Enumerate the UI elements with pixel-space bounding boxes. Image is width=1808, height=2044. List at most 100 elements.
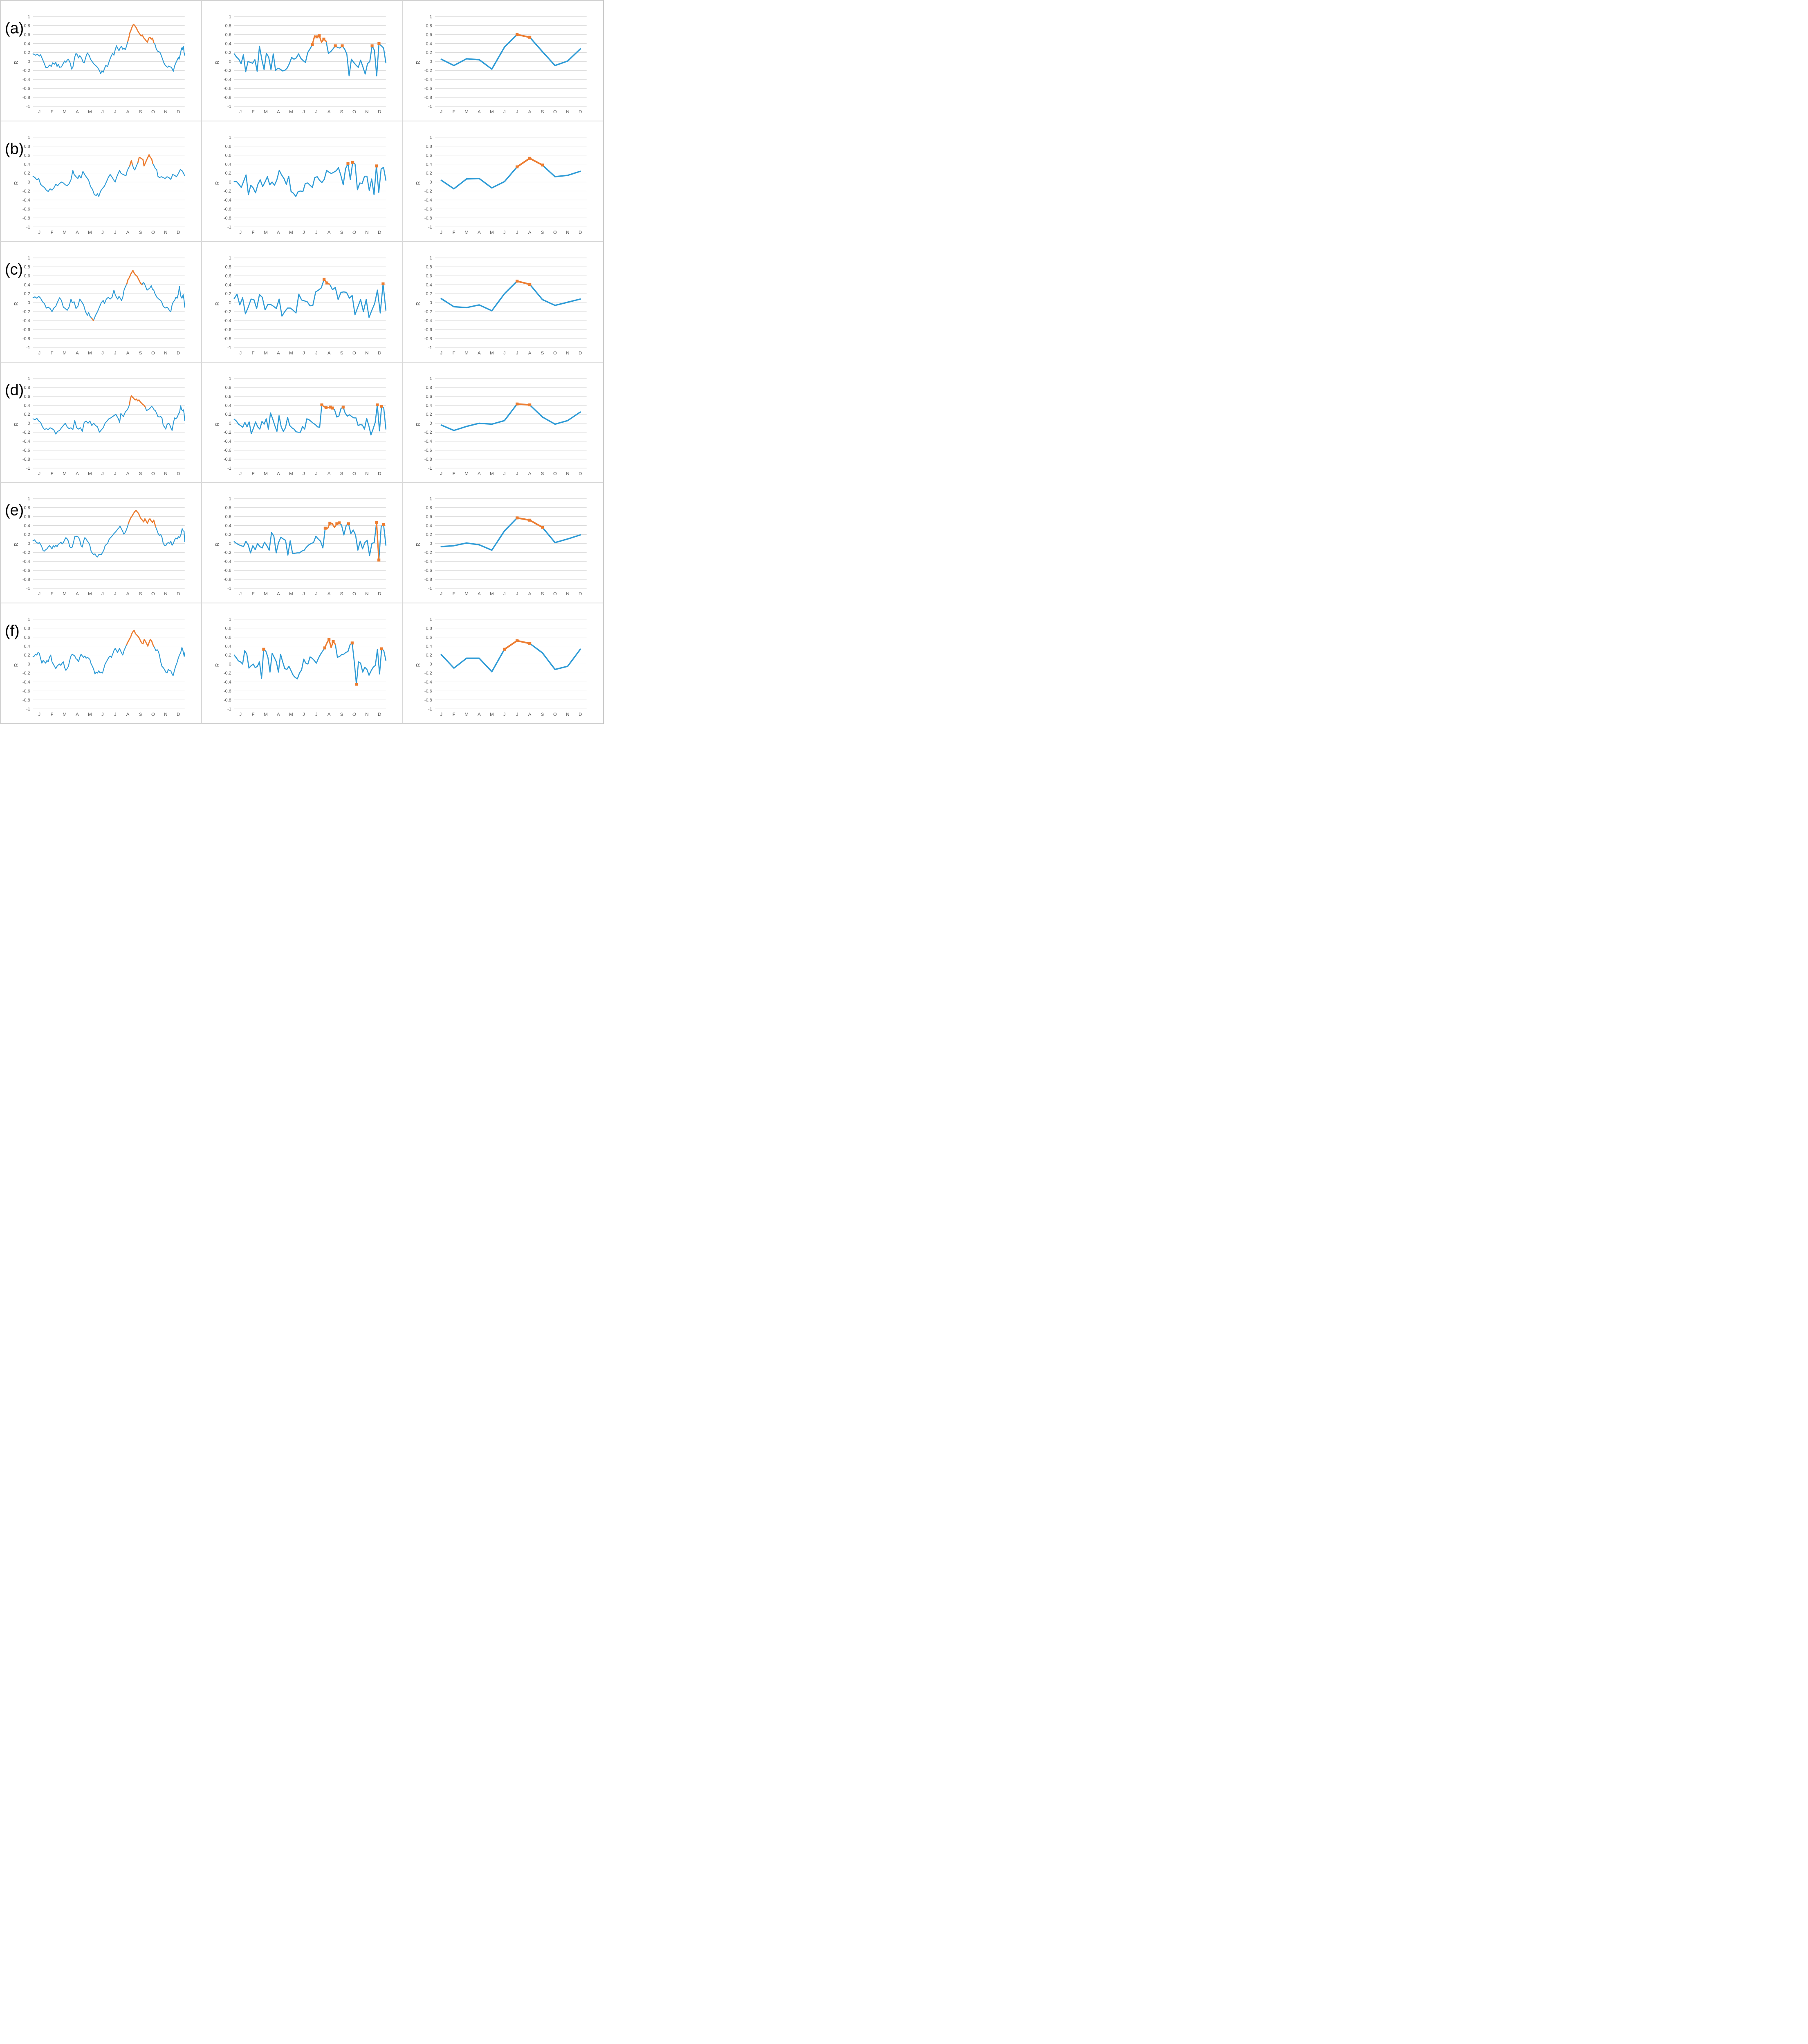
x-tick-label: J bbox=[239, 110, 242, 114]
y-tick-label: -0.6 bbox=[224, 327, 231, 332]
chart-panel-f-daily: 1 0.8 0.6 0.4 0.2 0 -0.2 -0.4 -0.6 -0.8 -1 J F M A M J J A… bbox=[0, 603, 202, 724]
x-tick-label: D bbox=[177, 351, 180, 356]
y-tick-label: -0.4 bbox=[22, 559, 30, 564]
y-tick-label: 0.6 bbox=[225, 273, 231, 278]
y-tick-label: 0.2 bbox=[24, 653, 30, 658]
chart-svg-d-weekly: 1 0.8 0.6 0.4 0.2 0 -0.2 -0.4 -0.6 -0.8 -1 J F M A M J J A… bbox=[215, 376, 386, 476]
x-tick-label: S bbox=[541, 351, 544, 356]
x-tick-label: D bbox=[579, 230, 582, 235]
y-tick-label: -1 bbox=[428, 586, 432, 591]
y-tick-label: 0.2 bbox=[426, 653, 432, 658]
y-tick-label: 1 bbox=[430, 617, 432, 622]
y-tick-label: 1 bbox=[229, 617, 231, 622]
chart-svg-e-monthly: 1 0.8 0.6 0.4 0.2 0 -0.2 -0.4 -0.6 -0.8 -1 J F M A M J J A… bbox=[415, 497, 587, 596]
y-tick-label: -0.8 bbox=[224, 457, 231, 462]
y-tick-label: -0.2 bbox=[224, 189, 231, 194]
x-tick-label: M bbox=[490, 230, 494, 235]
x-tick-label: M bbox=[63, 110, 67, 114]
y-axis-label: R bbox=[415, 422, 421, 426]
y-tick-label: 0.2 bbox=[24, 171, 30, 176]
y-tick-label: 1 bbox=[430, 497, 432, 502]
x-tick-label: A bbox=[528, 471, 532, 476]
y-tick-label: 1 bbox=[229, 376, 231, 381]
x-tick-label: N bbox=[365, 471, 368, 476]
x-tick-label: O bbox=[553, 712, 557, 717]
highlight-marker bbox=[528, 642, 532, 645]
x-tick-label: A bbox=[478, 351, 481, 356]
x-tick-label: N bbox=[365, 592, 368, 596]
y-tick-label: -0.6 bbox=[424, 207, 432, 212]
y-tick-label: 0.4 bbox=[225, 403, 231, 408]
chart-panel-c-weekly: 1 0.8 0.6 0.4 0.2 0 -0.2 -0.4 -0.6 -0.8 -1 J F M A M J J A… bbox=[201, 241, 403, 362]
x-tick-label: F bbox=[251, 712, 254, 717]
x-tick-label: F bbox=[51, 471, 54, 476]
x-tick-label: A bbox=[327, 592, 330, 596]
x-tick-label: M bbox=[63, 712, 67, 717]
y-tick-label: 0.2 bbox=[426, 171, 432, 176]
y-tick-label: -0.4 bbox=[424, 318, 432, 323]
y-axis-label: R bbox=[415, 61, 421, 64]
highlight-marker bbox=[382, 523, 385, 527]
x-tick-label: F bbox=[453, 592, 455, 596]
y-tick-label: -1 bbox=[227, 586, 231, 591]
highlight-segment bbox=[127, 23, 155, 43]
x-tick-label: M bbox=[490, 712, 494, 717]
x-tick-label: M bbox=[264, 230, 268, 235]
x-tick-label: M bbox=[264, 471, 268, 476]
y-tick-label: -0.6 bbox=[424, 327, 432, 332]
x-tick-label: A bbox=[327, 712, 330, 717]
x-tick-label: F bbox=[453, 110, 455, 114]
y-tick-label: -0.8 bbox=[224, 336, 231, 341]
x-tick-label: A bbox=[277, 712, 280, 717]
series-line-R bbox=[440, 517, 581, 551]
y-tick-label: -0.6 bbox=[424, 86, 432, 91]
x-tick-label: A bbox=[76, 351, 79, 356]
y-tick-label: -1 bbox=[428, 466, 432, 471]
x-tick-label: A bbox=[126, 712, 130, 717]
y-tick-label: 0.2 bbox=[24, 533, 30, 538]
x-tick-label: M bbox=[465, 230, 469, 235]
y-tick-label: 0.2 bbox=[426, 291, 432, 296]
y-tick-label: -1 bbox=[428, 104, 432, 109]
y-tick-label: -1 bbox=[26, 345, 30, 350]
y-tick-label: 1 bbox=[28, 497, 30, 502]
y-tick-label: 0.8 bbox=[24, 23, 30, 28]
x-tick-label: M bbox=[63, 471, 67, 476]
y-tick-label: -0.4 bbox=[224, 318, 231, 323]
x-tick-label: A bbox=[478, 712, 481, 717]
y-tick-label: 1 bbox=[229, 135, 231, 140]
y-tick-label: 0.6 bbox=[24, 515, 30, 520]
y-axis-label: R bbox=[13, 543, 19, 547]
highlight-marker bbox=[516, 516, 519, 520]
y-axis-label: R bbox=[415, 543, 421, 547]
x-tick-label: N bbox=[566, 712, 570, 717]
highlight-marker bbox=[375, 164, 378, 168]
y-tick-label: -1 bbox=[26, 466, 30, 471]
x-tick-label: F bbox=[453, 351, 455, 356]
x-tick-label: J bbox=[38, 592, 40, 596]
x-tick-label: A bbox=[528, 712, 532, 717]
highlight-marker bbox=[262, 648, 265, 651]
y-tick-label: 0.2 bbox=[225, 291, 231, 296]
highlight-segment bbox=[516, 34, 531, 38]
x-tick-label: M bbox=[289, 471, 293, 476]
x-tick-label: A bbox=[528, 351, 532, 356]
x-tick-label: F bbox=[251, 230, 254, 235]
x-tick-label: O bbox=[553, 230, 557, 235]
y-tick-label: 0.8 bbox=[225, 264, 231, 269]
y-tick-label: 0.4 bbox=[225, 282, 231, 287]
highlight-marker bbox=[375, 403, 379, 406]
x-tick-label: J bbox=[503, 712, 506, 717]
y-tick-label: 0.4 bbox=[426, 524, 432, 529]
y-tick-label: 0.8 bbox=[225, 626, 231, 631]
x-tick-label: S bbox=[139, 592, 142, 596]
x-tick-label: J bbox=[503, 351, 506, 356]
x-tick-label: J bbox=[101, 351, 104, 356]
highlight-marker bbox=[327, 638, 330, 641]
series-line-R bbox=[233, 522, 386, 561]
highlight-marker bbox=[516, 33, 519, 36]
y-tick-label: 0.2 bbox=[426, 412, 432, 417]
y-tick-label: 0.4 bbox=[24, 644, 30, 649]
x-tick-label: F bbox=[251, 471, 254, 476]
highlight-marker bbox=[315, 35, 319, 38]
